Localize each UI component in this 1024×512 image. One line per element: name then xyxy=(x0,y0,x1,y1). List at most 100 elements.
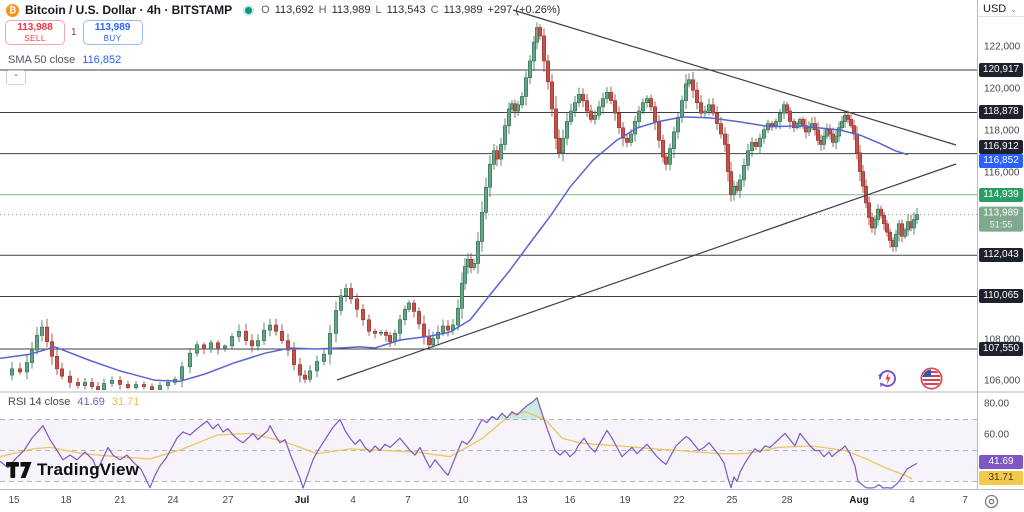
time-axis-label[interactable]: 19 xyxy=(619,495,631,506)
time-axis-label[interactable]: 7 xyxy=(962,495,968,506)
axis-settings-icon[interactable] xyxy=(984,494,999,512)
time-axis-label[interactable]: 4 xyxy=(909,495,915,506)
candlestick xyxy=(10,368,15,376)
candlestick xyxy=(180,366,185,380)
time-axis-label[interactable]: 24 xyxy=(167,495,179,506)
time-axis-label[interactable]: 7 xyxy=(405,495,411,506)
candlestick xyxy=(636,110,641,122)
tradingview-logo[interactable]: TradingView xyxy=(6,460,139,480)
rsi-indicator-row[interactable]: RSI 14 close 41.69 31.71 xyxy=(8,396,139,408)
candlestick xyxy=(706,104,711,112)
candlestick xyxy=(821,135,826,145)
rsi-ma-line xyxy=(0,411,913,480)
candlestick xyxy=(836,127,841,137)
time-axis-label[interactable]: 25 xyxy=(726,495,738,506)
candlestick xyxy=(494,150,499,160)
candlestick xyxy=(502,125,507,145)
currency-selector[interactable]: USD ⌄ xyxy=(983,3,1017,15)
candlestick xyxy=(483,186,488,213)
candlestick xyxy=(753,142,758,147)
candlestick xyxy=(230,336,235,347)
time-axis-label[interactable]: 15 xyxy=(8,495,20,506)
candlestick xyxy=(568,110,573,122)
candlestick xyxy=(333,310,338,334)
candlestick xyxy=(34,335,39,351)
candlestick xyxy=(640,102,645,112)
candlestick xyxy=(297,364,302,376)
candlestick xyxy=(902,229,907,237)
candlestick xyxy=(421,323,426,337)
candlestick xyxy=(833,135,838,143)
ohlc-key: O xyxy=(261,4,270,16)
candlestick xyxy=(188,352,193,368)
sell-button[interactable]: 113,988 SELL xyxy=(5,20,65,45)
price-badge: 116,912 xyxy=(979,140,1023,154)
time-axis-label[interactable]: Jul xyxy=(294,495,310,506)
symbol-header: ₿ Bitcoin / U.S. Dollar · 4h · BITSTAMP … xyxy=(6,3,560,17)
candlestick xyxy=(455,307,460,326)
candlestick xyxy=(430,338,435,346)
candlestick xyxy=(839,121,844,129)
rsi-line xyxy=(0,397,918,489)
buy-button[interactable]: 113,989 BUY xyxy=(82,20,143,45)
ohlc-value: 113,989 xyxy=(331,4,371,16)
time-axis-label[interactable]: 10 xyxy=(457,495,469,506)
sma-indicator-row[interactable]: SMA 50 close 116,852 xyxy=(8,54,121,66)
candlestick xyxy=(90,382,95,387)
time-axis-label[interactable]: 18 xyxy=(60,495,72,506)
candlestick xyxy=(737,179,742,191)
bot-refresh-icon[interactable] xyxy=(876,367,899,390)
time-axis-label[interactable]: 28 xyxy=(781,495,793,506)
candlestick xyxy=(402,309,407,321)
time-axis-label[interactable]: 27 xyxy=(222,495,234,506)
candlestick xyxy=(580,94,585,101)
candlestick xyxy=(827,129,832,135)
candlestick xyxy=(372,330,377,334)
candlestick xyxy=(416,311,421,325)
candlestick xyxy=(671,131,676,149)
candlestick xyxy=(872,219,877,229)
trendline xyxy=(512,9,957,146)
candlestick xyxy=(338,295,343,311)
candlestick xyxy=(142,384,147,387)
price-scale-label: 120,000 xyxy=(984,83,1021,95)
candlestick xyxy=(596,106,601,116)
time-axis-label[interactable]: 13 xyxy=(516,495,528,506)
buy-price: 113,989 xyxy=(94,21,131,33)
candlestick xyxy=(592,114,597,120)
candlestick xyxy=(887,231,892,241)
time-axis-label[interactable]: 4 xyxy=(350,495,356,506)
time-axis-label[interactable]: 21 xyxy=(114,495,126,506)
sell-label: SELL xyxy=(24,33,46,43)
candlestick xyxy=(307,370,312,380)
candlestick xyxy=(745,150,750,166)
candlestick xyxy=(354,298,359,310)
candlestick xyxy=(694,89,699,104)
candlestick xyxy=(773,121,778,126)
time-axis-label[interactable]: Aug xyxy=(849,495,869,506)
candlestick xyxy=(110,380,115,384)
candlestick xyxy=(698,102,703,114)
ohlc-value: 113,543 xyxy=(386,4,426,16)
us-flag-icon[interactable] xyxy=(920,367,943,390)
symbol-title[interactable]: Bitcoin / U.S. Dollar · 4h · BITSTAMP xyxy=(25,3,233,17)
candlestick xyxy=(675,117,680,133)
candlestick xyxy=(279,330,284,341)
bar-countdown: 51:55 xyxy=(989,219,1013,230)
candlestick xyxy=(118,380,123,385)
candlestick xyxy=(911,219,916,229)
rsi-label: RSI 14 close xyxy=(8,396,71,408)
time-axis-label[interactable]: 16 xyxy=(564,495,576,506)
candlestick xyxy=(725,144,730,172)
collapse-pane-button[interactable]: ⌃ xyxy=(6,70,26,85)
chart-corner-icons xyxy=(876,367,943,390)
candlestick xyxy=(285,340,290,351)
candlestick xyxy=(462,266,467,284)
candlestick xyxy=(475,241,480,264)
candlestick xyxy=(652,106,657,122)
time-axis-label[interactable]: 22 xyxy=(673,495,685,506)
candlestick xyxy=(690,79,695,91)
candlestick xyxy=(777,112,782,122)
candlestick xyxy=(302,374,307,380)
